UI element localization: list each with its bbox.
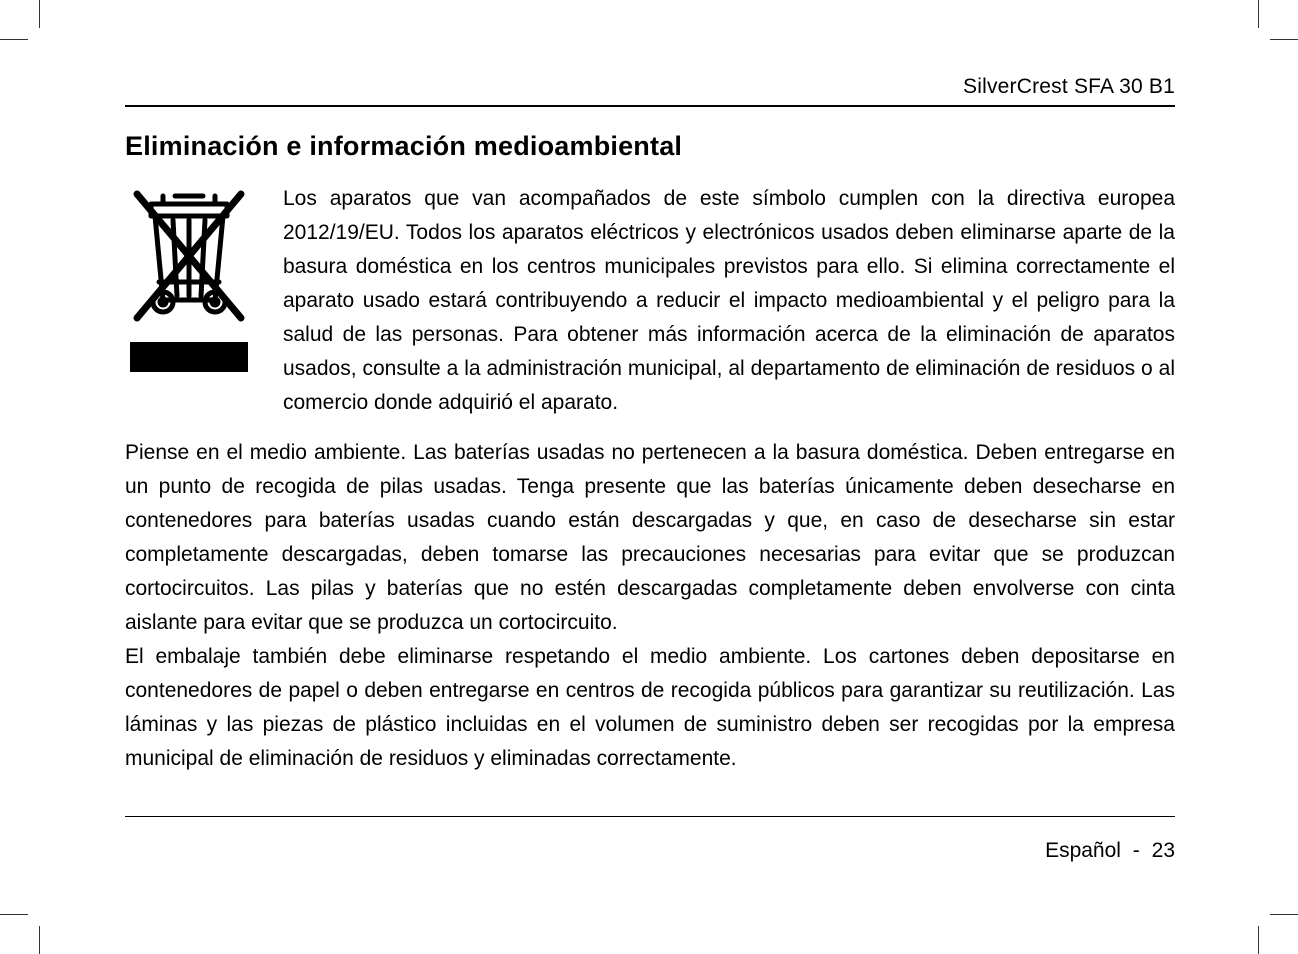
page-content: SilverCrest SFA 30 B1 Eliminación e info… (125, 75, 1175, 863)
header-brand: SilverCrest SFA 30 B1 (125, 75, 1175, 107)
weee-row: Los aparatos que van acompañados de este… (125, 182, 1175, 420)
crop-mark-bottom-right (1258, 914, 1298, 954)
footer-page-number: 23 (1152, 839, 1175, 862)
weee-crossed-bin-icon (125, 182, 253, 330)
crop-mark-top-left (0, 0, 40, 40)
paragraph-weee: Los aparatos que van acompañados de este… (283, 182, 1175, 420)
crop-mark-bottom-left (0, 914, 40, 954)
paragraph-packaging: El embalaje también debe eliminarse resp… (125, 640, 1175, 776)
footer-separator: - (1133, 839, 1140, 862)
paragraph-batteries: Piense en el medio ambiente. Las batería… (125, 436, 1175, 640)
page-footer: Español - 23 (125, 816, 1175, 863)
footer-language: Español (1045, 839, 1121, 862)
body-paragraphs: Piense en el medio ambiente. Las batería… (125, 436, 1175, 776)
section-title: Eliminación e información medioambiental (125, 131, 1175, 162)
crop-mark-top-right (1258, 0, 1298, 40)
weee-solid-bar (130, 342, 248, 372)
weee-icon-column (125, 182, 253, 372)
